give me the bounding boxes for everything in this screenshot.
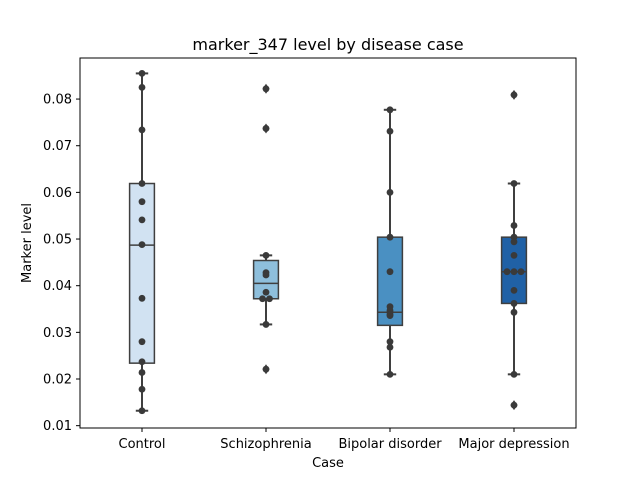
data-point [510, 91, 518, 99]
y-tick-label: 0.01 [43, 419, 72, 434]
data-point [262, 271, 270, 279]
data-point [510, 251, 518, 259]
data-point [510, 268, 518, 276]
data-point [262, 365, 270, 373]
data-point [386, 312, 394, 319]
data-point [510, 180, 518, 187]
data-point [138, 216, 146, 224]
y-axis-label: Marker level [20, 203, 35, 283]
data-point [517, 268, 525, 276]
box [128, 182, 156, 364]
y-tick-label: 0.02 [43, 373, 72, 388]
data-point [386, 268, 394, 276]
data-point [386, 106, 394, 114]
data-point [138, 385, 146, 393]
chart-title: marker_347 level by disease case [192, 35, 463, 55]
data-point [510, 222, 518, 229]
data-point [138, 294, 146, 302]
data-point [386, 127, 394, 135]
data-point [510, 233, 518, 241]
x-axis-label: Case [312, 456, 344, 471]
data-point [138, 126, 146, 134]
data-point [510, 300, 518, 307]
y-tick-label: 0.06 [43, 186, 72, 201]
x-tick-label: Schizophrenia [220, 437, 311, 452]
data-point [138, 241, 146, 249]
x-tick-label: Major depression [458, 437, 569, 452]
data-point [510, 370, 518, 378]
data-point [138, 83, 146, 91]
y-tick-label: 0.07 [43, 139, 72, 154]
y-tick-label: 0.05 [43, 233, 72, 248]
data-point [510, 401, 518, 409]
box-group-1 [128, 72, 156, 412]
data-point [262, 251, 270, 259]
data-point [386, 370, 394, 378]
data-point [510, 286, 518, 294]
box [252, 259, 280, 300]
data-point [503, 268, 511, 276]
y-tick-label: 0.08 [43, 93, 72, 108]
data-point [266, 295, 273, 303]
data-point [138, 338, 146, 346]
data-point [138, 369, 146, 376]
data-point [386, 343, 394, 351]
x-tick-label: Control [119, 437, 166, 452]
data-point [138, 180, 146, 187]
x-tick-label: Bipolar disorder [338, 437, 442, 452]
data-point [138, 407, 146, 415]
data-point [386, 188, 394, 196]
data-point [510, 308, 518, 316]
data-point [138, 69, 146, 77]
data-point [138, 358, 146, 366]
data-point [262, 288, 270, 296]
y-tick-label: 0.04 [43, 279, 72, 294]
data-point [262, 85, 270, 93]
data-point [510, 238, 518, 246]
data-point [386, 233, 394, 241]
data-point [262, 125, 270, 132]
data-point [386, 338, 394, 346]
data-point [262, 321, 270, 328]
data-point [259, 295, 266, 303]
plot-area-frame [79, 57, 577, 429]
y-tick-label: 0.03 [43, 326, 72, 341]
data-point [138, 198, 146, 206]
